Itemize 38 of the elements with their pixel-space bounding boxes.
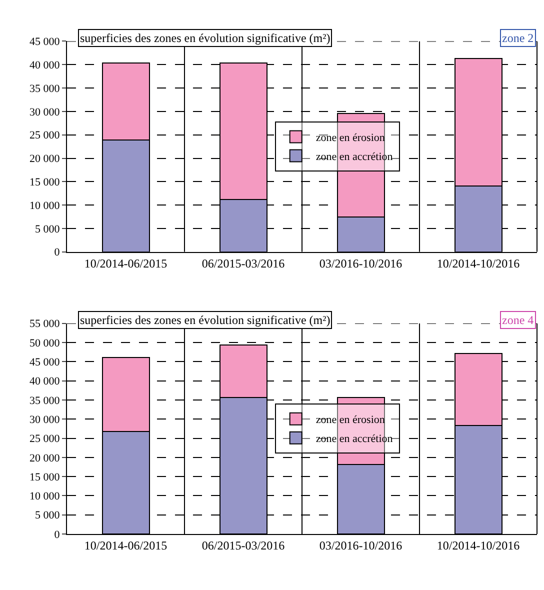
y-tick-label: 20 000 [30, 452, 60, 464]
y-tick-label: 25 000 [30, 130, 60, 142]
x-tick-label: 06/2015-03/2016 [202, 538, 285, 552]
y-tick-label: 0 [54, 528, 60, 541]
x-tick-label: 03/2016-10/2016 [319, 256, 402, 270]
x-tick-label: 10/2014-06/2015 [84, 256, 168, 270]
legend-label: zone en accrétion [316, 151, 394, 164]
x-tick-label: 10/2014-06/2015 [84, 538, 168, 552]
annotation: zone 4 [502, 313, 534, 327]
y-tick-label: 55 000 [30, 318, 60, 330]
y-tick-label: 30 000 [30, 414, 60, 426]
legend-label: zone en érosion [316, 414, 386, 426]
x-tick-label: 10/2014-10/2016 [436, 538, 520, 552]
y-tick-label: 45 000 [30, 356, 60, 369]
y-tick-label: 10 000 [30, 200, 60, 212]
y-tick-label: 5 000 [35, 223, 60, 236]
x-tick-label: 10/2014-10/2016 [436, 256, 520, 270]
y-tick-label: 35 000 [30, 82, 60, 95]
y-tick-label: 10 000 [30, 490, 60, 503]
chart-title: superficies des zones en évolution significative (m²) [80, 31, 330, 45]
y-tick-label: 30 000 [30, 106, 60, 118]
y-tick-label: 45 000 [30, 36, 60, 48]
x-tick-label: 06/2015-03/2016 [202, 256, 285, 270]
chart-title: superficies des zones en évolution significative (m²) [80, 313, 330, 327]
x-tick-label: 03/2016-10/2016 [319, 538, 402, 552]
y-tick-label: 40 000 [30, 376, 60, 388]
y-tick-label: 35 000 [30, 394, 60, 407]
y-tick-label: 40 000 [30, 59, 60, 72]
legend-label: zone en érosion [316, 132, 386, 144]
y-tick-label: 5 000 [35, 510, 60, 522]
y-tick-label: 25 000 [30, 433, 60, 446]
y-tick-label: 50 000 [30, 337, 60, 350]
y-tick-label: 15 000 [30, 176, 60, 189]
y-tick-label: 0 [54, 246, 60, 259]
legend-label: zone en accrétion [316, 433, 394, 446]
y-tick-label: 20 000 [30, 153, 60, 166]
y-tick-label: 15 000 [30, 471, 60, 484]
annotation: zone 2 [502, 31, 534, 45]
